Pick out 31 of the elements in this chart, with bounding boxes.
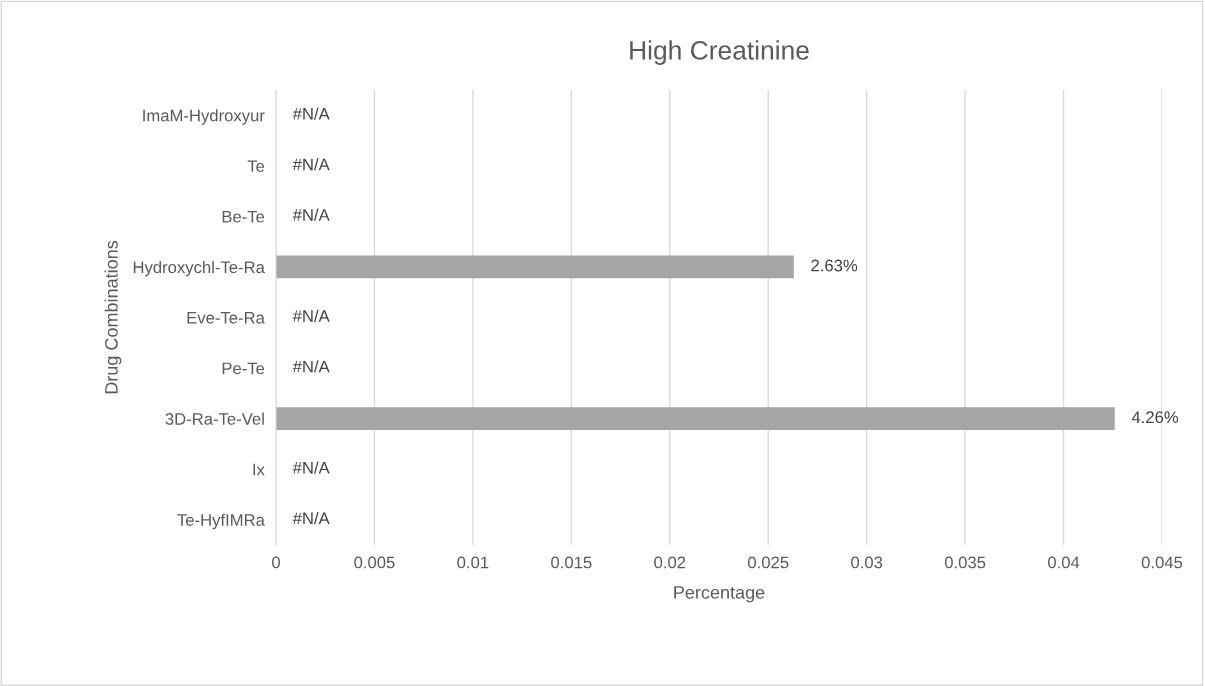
x-tick-label: 0.02 bbox=[654, 556, 686, 569]
x-tick-label: 0.025 bbox=[748, 556, 789, 569]
y-tick-label: Ix bbox=[253, 463, 265, 476]
y-tick-label: Be-Te bbox=[222, 210, 265, 223]
text: #N/A bbox=[292, 208, 330, 221]
x-tick-label: 0.005 bbox=[354, 556, 395, 569]
y-tick-label: ImaM-Hydroxyur bbox=[143, 109, 265, 125]
x-axis-title: Percentage bbox=[674, 586, 765, 603]
x-tick-label: 0.01 bbox=[457, 556, 489, 569]
x-tick-label: 0.04 bbox=[1047, 556, 1080, 569]
y-tick-label: Pe-Te bbox=[222, 362, 265, 375]
x-tick-label: 0.015 bbox=[551, 556, 592, 569]
y-tick-label: Eve-Te-Ra bbox=[187, 312, 265, 324]
text: #N/A bbox=[292, 360, 330, 373]
text: #N/A bbox=[292, 107, 330, 120]
text: #N/A bbox=[292, 511, 330, 525]
y-tick-label: Te-HyfIMRa bbox=[177, 513, 265, 530]
chart-title: High Creatinine bbox=[630, 40, 809, 65]
text: #N/A bbox=[292, 461, 330, 474]
y-tick-label: Hydroxychl-Te-Ra bbox=[133, 260, 265, 277]
x-tick-label: 0 bbox=[272, 556, 280, 569]
x-tick-label: 0.035 bbox=[944, 556, 986, 569]
text: #N/A bbox=[292, 309, 330, 322]
x-tick-label: 0.03 bbox=[851, 556, 883, 569]
y-tick-label: Te bbox=[247, 160, 265, 173]
y-axis-title: Drug Combinations bbox=[104, 240, 122, 394]
y-tick-label: 3D-Ra-Te-Vel bbox=[165, 412, 264, 425]
x-tick-label: 0.045 bbox=[1141, 556, 1183, 569]
data-label: 2.63% bbox=[811, 259, 858, 272]
data-label: 4.26% bbox=[1131, 411, 1179, 424]
text: #N/A bbox=[292, 158, 330, 171]
